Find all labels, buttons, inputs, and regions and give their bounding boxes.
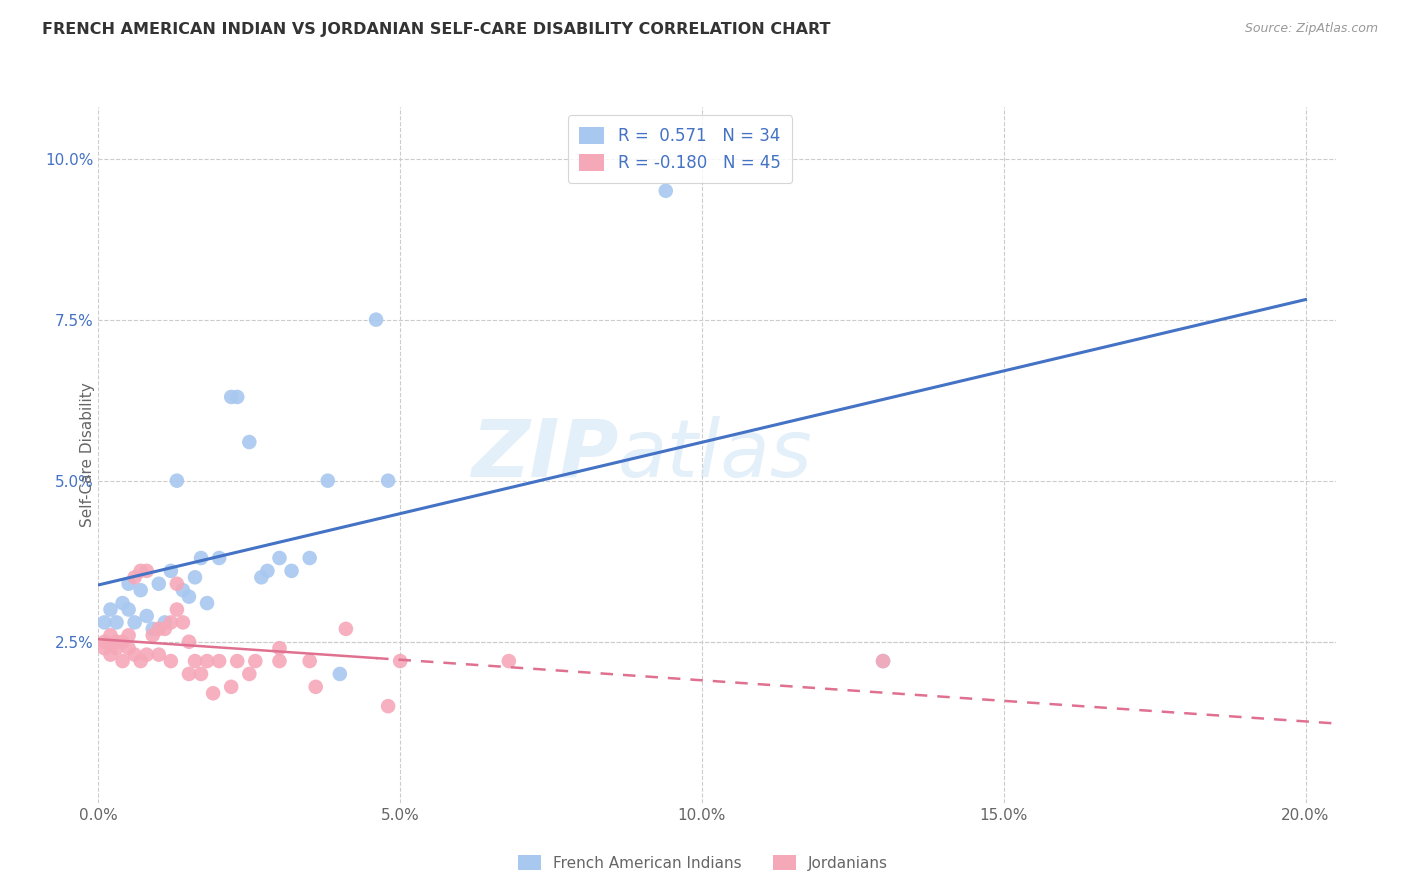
Point bbox=[202, 686, 225, 700]
Point bbox=[238, 435, 260, 450]
Point bbox=[142, 628, 165, 642]
Point bbox=[105, 634, 128, 648]
Point bbox=[148, 576, 170, 591]
Point bbox=[166, 576, 188, 591]
Point bbox=[93, 615, 115, 630]
Point bbox=[177, 667, 200, 681]
Point bbox=[195, 654, 218, 668]
Point bbox=[208, 551, 231, 566]
Point bbox=[184, 570, 207, 584]
Point bbox=[316, 474, 339, 488]
Point bbox=[655, 184, 678, 198]
Point bbox=[93, 641, 115, 656]
Point bbox=[148, 622, 170, 636]
Point bbox=[124, 615, 146, 630]
Point bbox=[160, 654, 183, 668]
Point bbox=[129, 564, 152, 578]
Text: FRENCH AMERICAN INDIAN VS JORDANIAN SELF-CARE DISABILITY CORRELATION CHART: FRENCH AMERICAN INDIAN VS JORDANIAN SELF… bbox=[42, 22, 831, 37]
Text: Source: ZipAtlas.com: Source: ZipAtlas.com bbox=[1244, 22, 1378, 36]
Point bbox=[269, 654, 291, 668]
Text: ZIP: ZIP bbox=[471, 416, 619, 494]
Point bbox=[129, 583, 152, 598]
Point bbox=[177, 590, 200, 604]
Point bbox=[135, 648, 157, 662]
Point bbox=[100, 602, 122, 616]
Point bbox=[389, 654, 412, 668]
Point bbox=[111, 654, 134, 668]
Y-axis label: Self-Care Disability: Self-Care Disability bbox=[80, 383, 94, 527]
Point bbox=[305, 680, 328, 694]
Point bbox=[153, 615, 176, 630]
Point bbox=[329, 667, 352, 681]
Point bbox=[111, 634, 134, 648]
Point bbox=[172, 615, 194, 630]
Point bbox=[166, 602, 188, 616]
Point bbox=[135, 564, 157, 578]
Point bbox=[238, 667, 260, 681]
Point bbox=[93, 634, 115, 648]
Point bbox=[245, 654, 267, 668]
Point bbox=[377, 699, 399, 714]
Point bbox=[256, 564, 278, 578]
Legend: R =  0.571   N = 34, R = -0.180   N = 45: R = 0.571 N = 34, R = -0.180 N = 45 bbox=[568, 115, 792, 184]
Point bbox=[117, 602, 139, 616]
Point bbox=[298, 654, 321, 668]
Point bbox=[269, 641, 291, 656]
Point bbox=[364, 312, 387, 326]
Point bbox=[298, 551, 321, 566]
Point bbox=[269, 551, 291, 566]
Point bbox=[195, 596, 218, 610]
Point bbox=[105, 615, 128, 630]
Point bbox=[184, 654, 207, 668]
Point bbox=[250, 570, 273, 584]
Point bbox=[135, 609, 157, 624]
Point bbox=[117, 628, 139, 642]
Point bbox=[280, 564, 302, 578]
Point bbox=[219, 680, 242, 694]
Point bbox=[190, 667, 212, 681]
Point bbox=[190, 551, 212, 566]
Point bbox=[335, 622, 357, 636]
Legend: French American Indians, Jordanians: French American Indians, Jordanians bbox=[509, 846, 897, 880]
Point bbox=[124, 570, 146, 584]
Point bbox=[148, 648, 170, 662]
Point bbox=[153, 622, 176, 636]
Point bbox=[129, 654, 152, 668]
Point bbox=[142, 622, 165, 636]
Point bbox=[100, 628, 122, 642]
Point bbox=[111, 596, 134, 610]
Point bbox=[872, 654, 894, 668]
Point bbox=[872, 654, 894, 668]
Point bbox=[219, 390, 242, 404]
Point bbox=[172, 583, 194, 598]
Point bbox=[226, 390, 249, 404]
Point bbox=[100, 648, 122, 662]
Point bbox=[124, 648, 146, 662]
Point bbox=[166, 474, 188, 488]
Point bbox=[177, 634, 200, 648]
Point bbox=[226, 654, 249, 668]
Text: atlas: atlas bbox=[619, 416, 813, 494]
Point bbox=[377, 474, 399, 488]
Point bbox=[498, 654, 520, 668]
Point bbox=[105, 641, 128, 656]
Point bbox=[160, 615, 183, 630]
Point bbox=[117, 576, 139, 591]
Point bbox=[208, 654, 231, 668]
Point bbox=[160, 564, 183, 578]
Point bbox=[117, 641, 139, 656]
